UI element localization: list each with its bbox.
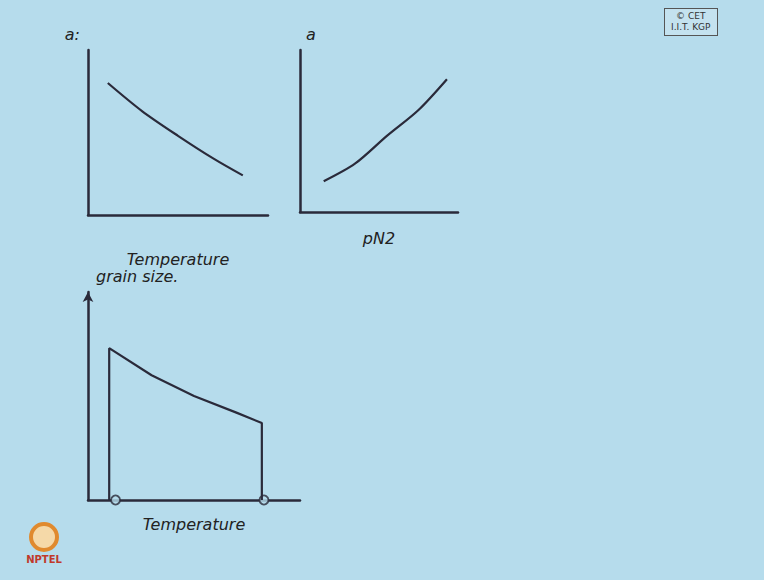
html-text:I.I.T. KGP: I.I.T. KGP — [671, 22, 711, 32]
html-text:© CET: © CET — [676, 11, 706, 21]
svg-text:Temperature: Temperature — [143, 515, 246, 534]
svg-text:a: a — [306, 25, 316, 44]
svg-text:a:: a: — [65, 25, 80, 44]
html-text:NPTEL: NPTEL — [26, 554, 62, 565]
svg-text:grain size.: grain size. — [96, 267, 178, 286]
svg-text:Temperature: Temperature — [127, 250, 230, 269]
svg-text:pN2: pN2 — [362, 229, 395, 248]
